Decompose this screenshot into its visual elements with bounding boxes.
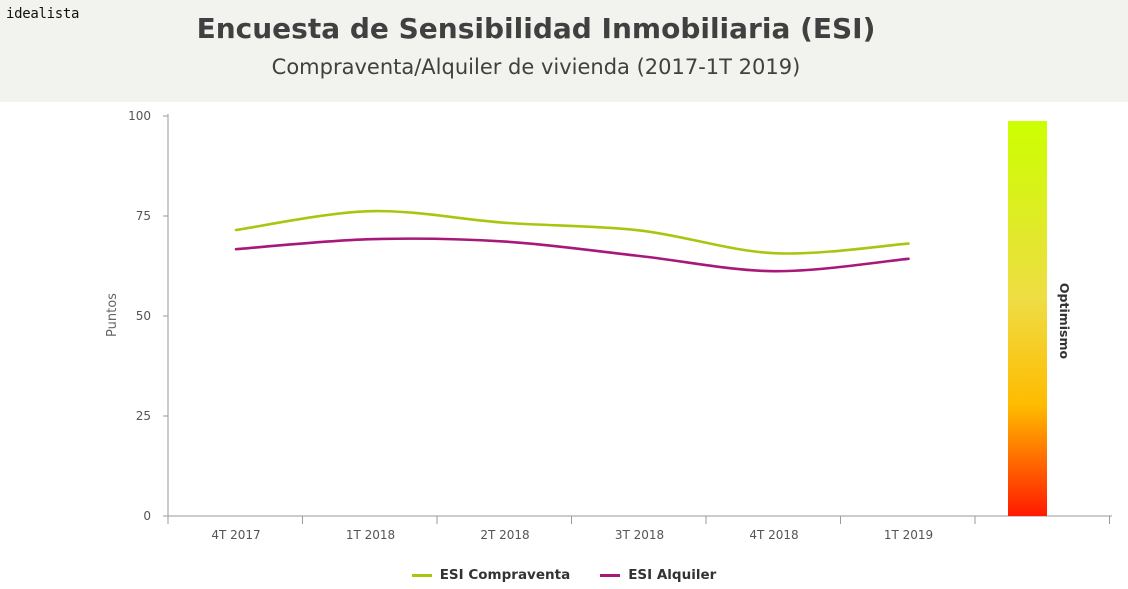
legend-swatch-compraventa: [411, 573, 432, 577]
legend: ESI Compraventa ESI Alquiler: [0, 567, 1128, 583]
series-line-esi-compraventa: [234, 209, 910, 255]
optimism-gradient-bar: [1008, 121, 1047, 516]
y-tick-label: 75: [136, 209, 151, 223]
chart-title: Encuesta de Sensibilidad Inmobiliaria (E…: [196, 12, 876, 45]
axes: 0 25 50 75 100 4T 2017 1T 2018 2T 2018 3T 2018 4T…: [105, 109, 1112, 542]
header-band: idealista Encuesta de Sensibilidad Inmob…: [0, 0, 1128, 102]
x-tick-label: 4T 2017: [211, 528, 260, 542]
y-tick-label: 25: [136, 409, 151, 423]
chart-subtitle: Compraventa/Alquiler de vivienda (2017-1…: [271, 55, 801, 79]
x-tick-label: 4T 2018: [749, 528, 798, 542]
series-layer: [234, 209, 910, 273]
optimism-gradient-layer: Optimismo: [1008, 121, 1072, 516]
y-tick-label: 100: [128, 109, 151, 123]
x-tick-label: 3T 2018: [615, 528, 664, 542]
legend-item-compraventa: ESI Compraventa: [411, 567, 571, 583]
legend-item-alquiler: ESI Alquiler: [600, 567, 716, 583]
y-tick-label: 50: [136, 309, 151, 323]
x-tick-label: 2T 2018: [480, 528, 529, 542]
series-line-esi-alquiler: [234, 237, 910, 273]
optimism-label: Optimismo: [1057, 283, 1072, 360]
legend-swatch-alquiler: [600, 573, 621, 577]
y-axis-label: Puntos: [105, 293, 120, 337]
legend-label-alquiler: ESI Alquiler: [628, 567, 717, 583]
y-tick-label: 0: [143, 509, 151, 523]
legend-label-compraventa: ESI Compraventa: [439, 567, 571, 583]
brand-logo: idealista: [6, 6, 80, 22]
x-tick-label: 1T 2018: [346, 528, 395, 542]
x-tick-label: 1T 2019: [884, 528, 933, 542]
